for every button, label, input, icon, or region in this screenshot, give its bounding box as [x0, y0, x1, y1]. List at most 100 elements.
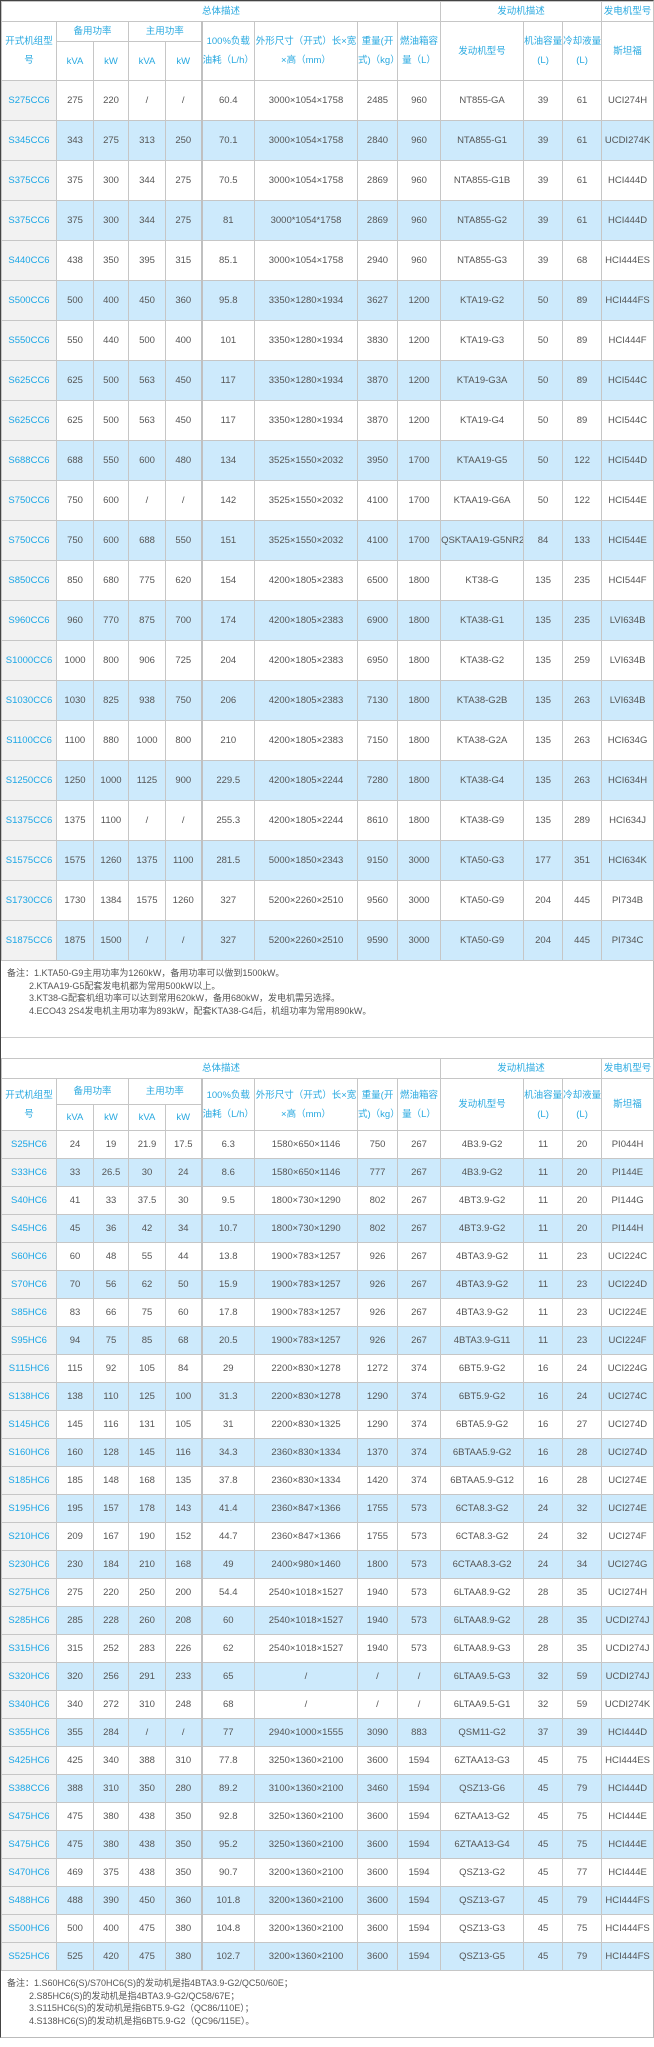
cell-model[interactable]: S470HC6 — [1, 1858, 57, 1887]
cell-fuel-consumption: 9.5 — [201, 1186, 255, 1215]
cell-oil-capacity: 50 — [523, 480, 564, 521]
cell-model[interactable]: S550CC6 — [1, 320, 57, 361]
cell-standby-kw: 148 — [93, 1466, 129, 1495]
cell-dimensions: 3250×1360×2100 — [254, 1830, 358, 1859]
cell-model[interactable]: S275HC6 — [1, 1578, 57, 1607]
cell-model[interactable]: S475HC6 — [1, 1802, 57, 1831]
hc6-spec-table: 总体描述 发动机描述 发电机型号 开式机组型号 备用功率 主用功率 100%负载… — [0, 1058, 654, 1971]
cell-model[interactable]: S340HC6 — [1, 1690, 57, 1719]
cell-model[interactable]: S750CC6 — [1, 520, 57, 561]
cell-oil-capacity: 11 — [523, 1298, 564, 1327]
cell-dimensions: 1580×650×1146 — [254, 1130, 358, 1159]
cell-model[interactable]: S138HC6 — [1, 1382, 57, 1411]
cell-weight: 3870 — [357, 360, 398, 401]
table-row: S345CC6 343 275 313 250 70.1 3000×1054×1758 284… — [1, 120, 654, 161]
cell-model[interactable]: S500HC6 — [1, 1914, 57, 1943]
cell-model[interactable]: S70HC6 — [1, 1270, 57, 1299]
cell-prime-kva: 85 — [128, 1326, 166, 1355]
cell-prime-kva: 450 — [128, 1886, 166, 1915]
cell-fuel-tank: 573 — [396, 1522, 442, 1551]
cell-model[interactable]: S688CC6 — [1, 440, 57, 481]
cell-model[interactable]: S425HC6 — [1, 1746, 57, 1775]
cell-model[interactable]: S388CC6 — [1, 1774, 57, 1803]
cell-model[interactable]: S285HC6 — [1, 1606, 57, 1635]
cell-model[interactable]: S1000CC6 — [1, 640, 57, 681]
cell-model[interactable]: S230HC6 — [1, 1550, 57, 1579]
col-oil-capacity: 机油容量(L) — [523, 21, 564, 81]
cell-model[interactable]: S115HC6 — [1, 1354, 57, 1383]
cell-engine-model: NTA855-G2 — [440, 200, 525, 241]
cell-standby-kva: 209 — [56, 1522, 94, 1551]
cell-model[interactable]: S195HC6 — [1, 1494, 57, 1523]
cell-model[interactable]: S185HC6 — [1, 1466, 57, 1495]
cell-prime-kw: 68 — [165, 1326, 203, 1355]
cell-model[interactable]: S440CC6 — [1, 240, 57, 281]
cell-model[interactable]: S315HC6 — [1, 1634, 57, 1663]
cell-fuel-tank: 267 — [396, 1298, 442, 1327]
cell-alternator: HCI444F — [601, 320, 654, 361]
cell-model[interactable]: S45HC6 — [1, 1214, 57, 1243]
cell-model[interactable]: S960CC6 — [1, 600, 57, 641]
cell-model[interactable]: S60HC6 — [1, 1242, 57, 1271]
cell-weight: 926 — [357, 1326, 398, 1355]
cell-prime-kw: 725 — [165, 640, 203, 681]
cell-dimensions: 3250×1360×2100 — [254, 1746, 358, 1775]
cell-model[interactable]: S1030CC6 — [1, 680, 57, 721]
cell-standby-kva: 375 — [56, 200, 94, 241]
cell-model[interactable]: S525HC6 — [1, 1942, 57, 1971]
cell-coolant: 61 — [562, 200, 603, 241]
cell-model[interactable]: S25HC6 — [1, 1130, 57, 1159]
cell-model[interactable]: S750CC6 — [1, 480, 57, 521]
cell-model[interactable]: S475HC6 — [1, 1830, 57, 1859]
cell-fuel-tank: 960 — [396, 240, 442, 281]
cell-coolant: 77 — [562, 1858, 603, 1887]
cell-model[interactable]: S1575CC6 — [1, 840, 57, 881]
cell-prime-kva: / — [128, 1718, 166, 1747]
cell-standby-kw: 220 — [93, 1578, 129, 1607]
cell-model[interactable]: S625CC6 — [1, 360, 57, 401]
cell-model[interactable]: S320HC6 — [1, 1662, 57, 1691]
cell-alternator: UCI274D — [601, 1438, 654, 1467]
cell-model[interactable]: S95HC6 — [1, 1326, 57, 1355]
cell-model[interactable]: S850CC6 — [1, 560, 57, 601]
cell-model[interactable]: S345CC6 — [1, 120, 57, 161]
cell-prime-kva: 350 — [128, 1774, 166, 1803]
cc6-spec-table: 总体描述 发动机描述 发电机型号 开式机组型号 备用功率 主用功率 100%负载… — [0, 1, 654, 961]
cell-model[interactable]: S145HC6 — [1, 1410, 57, 1439]
cell-standby-kw: 1384 — [93, 880, 129, 921]
cell-model[interactable]: S1250CC6 — [1, 760, 57, 801]
cell-model[interactable]: S500CC6 — [1, 280, 57, 321]
cell-model[interactable]: S355HC6 — [1, 1718, 57, 1747]
cell-model[interactable]: S375CC6 — [1, 200, 57, 241]
note-line: 2.S85HC6(S)的发动机是指4BTA3.9-G2/QC58/67E； — [29, 1990, 240, 2001]
cell-prime-kva: 438 — [128, 1858, 166, 1887]
cell-coolant: 263 — [562, 680, 603, 721]
cell-model[interactable]: S85HC6 — [1, 1298, 57, 1327]
cell-model[interactable]: S275CC6 — [1, 80, 57, 121]
cell-prime-kw: 200 — [165, 1578, 203, 1607]
cell-model[interactable]: S625CC6 — [1, 400, 57, 441]
cell-model[interactable]: S375CC6 — [1, 160, 57, 201]
cell-fuel-tank: 1594 — [396, 1802, 442, 1831]
cell-model[interactable]: S160HC6 — [1, 1438, 57, 1467]
cell-engine-model: 6LTAA8.9-G2 — [440, 1606, 525, 1635]
cell-model[interactable]: S40HC6 — [1, 1186, 57, 1215]
cell-model[interactable]: S1375CC6 — [1, 800, 57, 841]
cell-model[interactable]: S488HC6 — [1, 1886, 57, 1915]
cell-model[interactable]: S1730CC6 — [1, 880, 57, 921]
cell-fuel-tank: 3000 — [396, 920, 442, 961]
table-row: S625CC6 625 500 563 450 117 3350×1280×1934 3870… — [1, 360, 654, 401]
table-row: S1100CC6 1100 880 1000 800 210 4200×1805×2383 7… — [1, 720, 654, 761]
cell-standby-kva: 230 — [56, 1550, 94, 1579]
cell-model[interactable]: S210HC6 — [1, 1522, 57, 1551]
cell-standby-kw: 36 — [93, 1214, 129, 1243]
cell-fuel-consumption: 70.1 — [201, 120, 255, 161]
cell-model[interactable]: S1875CC6 — [1, 920, 57, 961]
cell-fuel-consumption: 204 — [201, 640, 255, 681]
cell-model[interactable]: S33HC6 — [1, 1158, 57, 1187]
table-row: S375CC6 375 300 344 275 81 3000*1054*1758 2869 9… — [1, 200, 654, 241]
cell-standby-kw: 75 — [93, 1326, 129, 1355]
cell-coolant: 39 — [562, 1718, 603, 1747]
cell-oil-capacity: 24 — [523, 1522, 564, 1551]
cell-model[interactable]: S1100CC6 — [1, 720, 57, 761]
